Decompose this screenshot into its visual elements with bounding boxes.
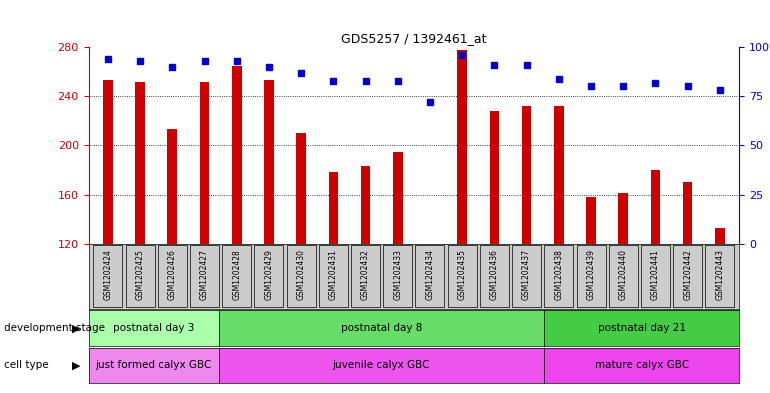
FancyBboxPatch shape	[673, 245, 702, 307]
Bar	[296, 133, 306, 244]
Text: GSM1202438: GSM1202438	[554, 249, 564, 300]
Bar	[618, 193, 628, 244]
Text: GSM1202424: GSM1202424	[103, 249, 112, 300]
Text: GSM1202425: GSM1202425	[136, 249, 145, 300]
Text: ▶: ▶	[72, 360, 81, 371]
Text: GSM1202440: GSM1202440	[619, 249, 628, 300]
Text: GSM1202426: GSM1202426	[168, 249, 177, 300]
FancyBboxPatch shape	[319, 245, 348, 307]
Text: GSM1202427: GSM1202427	[200, 249, 209, 300]
Bar	[329, 173, 338, 244]
FancyBboxPatch shape	[126, 245, 155, 307]
FancyBboxPatch shape	[383, 245, 412, 307]
FancyBboxPatch shape	[158, 245, 187, 307]
Text: mature calyx GBC: mature calyx GBC	[594, 360, 688, 371]
Bar	[651, 170, 661, 244]
Bar	[715, 228, 725, 244]
Bar	[264, 80, 274, 244]
FancyBboxPatch shape	[544, 245, 574, 307]
Text: GSM1202439: GSM1202439	[587, 249, 595, 300]
Text: development stage: development stage	[4, 323, 105, 333]
Bar	[522, 106, 531, 244]
Text: postnatal day 8: postnatal day 8	[340, 323, 422, 333]
Text: juvenile calyx GBC: juvenile calyx GBC	[333, 360, 430, 371]
Bar	[136, 82, 145, 244]
FancyBboxPatch shape	[577, 245, 605, 307]
Text: GSM1202432: GSM1202432	[361, 249, 370, 300]
Bar	[232, 66, 242, 244]
FancyBboxPatch shape	[223, 245, 251, 307]
Bar	[425, 244, 435, 246]
Text: GSM1202442: GSM1202442	[683, 249, 692, 300]
Title: GDS5257 / 1392461_at: GDS5257 / 1392461_at	[341, 31, 487, 44]
Text: GSM1202443: GSM1202443	[715, 249, 725, 300]
Bar	[393, 152, 403, 244]
Text: GSM1202428: GSM1202428	[233, 249, 241, 299]
Text: GSM1202441: GSM1202441	[651, 249, 660, 300]
Text: GSM1202437: GSM1202437	[522, 249, 531, 300]
Text: GSM1202430: GSM1202430	[296, 249, 306, 300]
Bar	[554, 106, 564, 244]
Bar	[683, 182, 692, 244]
FancyBboxPatch shape	[286, 245, 316, 307]
Text: GSM1202433: GSM1202433	[393, 249, 402, 300]
Bar	[360, 166, 370, 244]
FancyBboxPatch shape	[512, 245, 541, 307]
Bar	[167, 129, 177, 244]
FancyBboxPatch shape	[609, 245, 638, 307]
FancyBboxPatch shape	[705, 245, 735, 307]
Text: just formed calyx GBC: just formed calyx GBC	[95, 360, 212, 371]
Bar	[199, 82, 209, 244]
Text: ▶: ▶	[72, 323, 81, 333]
Text: postnatal day 21: postnatal day 21	[598, 323, 685, 333]
FancyBboxPatch shape	[351, 245, 380, 307]
FancyBboxPatch shape	[480, 245, 509, 307]
FancyBboxPatch shape	[641, 245, 670, 307]
Text: cell type: cell type	[4, 360, 49, 371]
Text: GSM1202435: GSM1202435	[457, 249, 467, 300]
Text: GSM1202434: GSM1202434	[426, 249, 434, 300]
Text: GSM1202436: GSM1202436	[490, 249, 499, 300]
Bar	[103, 80, 112, 244]
Bar	[457, 50, 467, 244]
Text: GSM1202431: GSM1202431	[329, 249, 338, 300]
Text: postnatal day 3: postnatal day 3	[113, 323, 194, 333]
Bar	[586, 197, 596, 244]
FancyBboxPatch shape	[254, 245, 283, 307]
FancyBboxPatch shape	[447, 245, 477, 307]
FancyBboxPatch shape	[190, 245, 219, 307]
Bar	[490, 111, 499, 244]
FancyBboxPatch shape	[93, 245, 122, 307]
FancyBboxPatch shape	[416, 245, 444, 307]
Text: GSM1202429: GSM1202429	[264, 249, 273, 300]
